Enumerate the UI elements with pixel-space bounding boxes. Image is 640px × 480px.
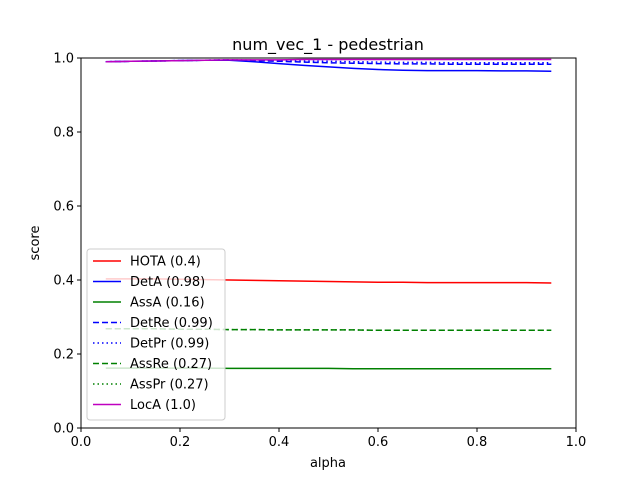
y-tick-label: 0.2 (53, 348, 74, 363)
legend-box (86, 248, 226, 421)
y-axis-label: score (28, 226, 43, 261)
legend-label: LocA (1.0) (130, 398, 196, 413)
x-tick-label: 0.4 (269, 435, 290, 450)
legend-label: DetPr (0.99) (130, 337, 209, 352)
legend-label: AssRe (0.27) (130, 357, 212, 372)
series-line-7 (105, 58, 552, 63)
y-tick-label: 1.0 (53, 52, 74, 67)
x-axis-label: alpha (310, 456, 346, 471)
y-tick-label: 0.8 (53, 126, 74, 141)
legend-label: DetA (0.98) (130, 275, 205, 290)
legend-label: AssPr (0.27) (130, 378, 209, 393)
chart-title: num_vec_1 - pedestrian (232, 35, 424, 55)
x-tick-label: 0.8 (467, 435, 488, 450)
plot-frame (80, 57, 577, 429)
x-tick-label: 0.0 (71, 435, 92, 450)
y-axis-ticks: 0.0 0.2 0.4 0.6 0.8 1.0 (53, 52, 81, 437)
y-tick-label: 0.4 (53, 274, 74, 289)
legend-label: DetRe (0.99) (130, 316, 213, 331)
x-tick-label: 0.6 (368, 435, 389, 450)
legend-label: HOTA (0.4) (130, 255, 201, 270)
legend: HOTA (0.4) DetA (0.98) AssA (0.16) DetRe (0… (86, 248, 226, 421)
y-tick-label: 0.0 (53, 422, 74, 437)
x-tick-label: 0.2 (170, 435, 191, 450)
y-tick-label: 0.6 (53, 200, 74, 215)
legend-label: AssA (0.16) (130, 296, 205, 311)
x-tick-label: 1.0 (566, 435, 587, 450)
x-axis-ticks: 0.0 0.2 0.4 0.6 0.8 1.0 (71, 428, 587, 450)
